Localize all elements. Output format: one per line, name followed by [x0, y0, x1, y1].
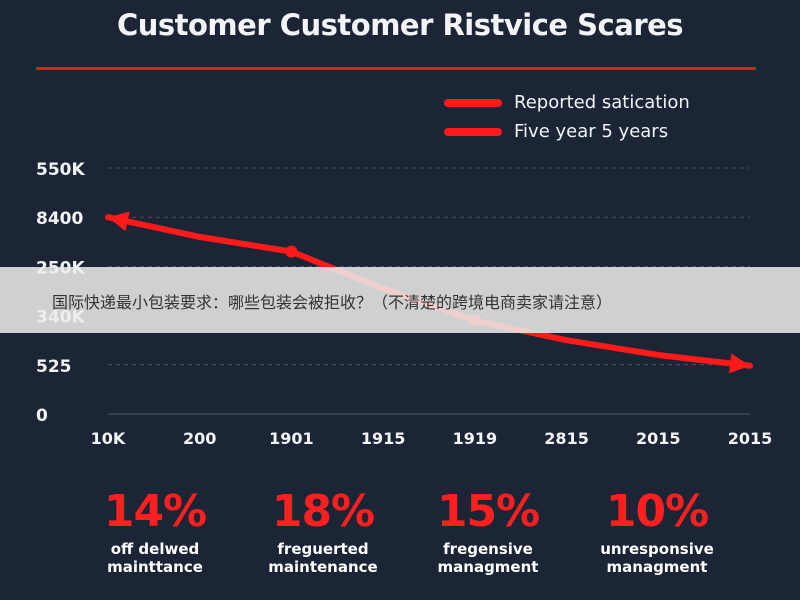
stat-label: unresponsive managment — [600, 540, 714, 576]
y-tick-label: 0 — [36, 406, 48, 426]
caption-text: 国际快递最小包装要求：哪些包装会被拒收？（不清楚的跨境电商卖家请注意） — [52, 293, 613, 312]
legend-item: Reported satication — [444, 88, 690, 117]
stat-value: 10% — [605, 486, 709, 537]
x-tick-label: 1901 — [269, 429, 314, 448]
x-tick-label: 2015 — [728, 429, 773, 448]
stat-card: 14% off delwed mainttance — [70, 486, 240, 576]
stat-card: 10% unresponsive managment — [572, 486, 742, 576]
title-divider — [36, 67, 756, 70]
chart-title: Customer Customer Ristvice Scares — [116, 8, 684, 42]
legend-swatch — [444, 127, 502, 136]
caption-banner: 国际快递最小包装要求：哪些包装会被拒收？（不清楚的跨境电商卖家请注意） — [0, 267, 800, 333]
x-tick-label: 2015 — [636, 429, 681, 448]
y-tick-label: 525 — [36, 357, 72, 377]
y-tick-label: 8400 — [36, 209, 83, 229]
x-tick-label: 10K — [91, 429, 126, 448]
y-tick-label: 550K — [36, 160, 85, 180]
stat-label: off delwed mainttance — [107, 540, 203, 576]
stat-value: 14% — [103, 486, 207, 537]
stat-value: 15% — [436, 486, 540, 537]
x-tick-label: 1919 — [453, 429, 498, 448]
stat-label: fregensive managment — [437, 540, 539, 576]
stats-row: 14% off delwed mainttance 18% freguerted… — [0, 486, 800, 586]
chart-legend: Reported satication Five year 5 years — [444, 88, 690, 146]
arrow-head-start — [108, 211, 130, 232]
legend-label: Reported satication — [514, 92, 690, 113]
legend-swatch — [444, 98, 502, 107]
arrow-head-end — [728, 353, 750, 374]
legend-label: Five year 5 years — [514, 121, 669, 142]
stat-card: 15% fregensive managment — [403, 486, 573, 576]
legend-item: Five year 5 years — [444, 117, 690, 146]
x-tick-label: 2815 — [544, 429, 589, 448]
x-tick-label: 200 — [183, 429, 216, 448]
x-tick-label: 1915 — [361, 429, 406, 448]
stat-card: 18% freguerted maintenance — [238, 486, 408, 576]
stat-label: freguerted maintenance — [268, 540, 378, 576]
stat-value: 18% — [271, 486, 375, 537]
data-point — [285, 245, 298, 258]
